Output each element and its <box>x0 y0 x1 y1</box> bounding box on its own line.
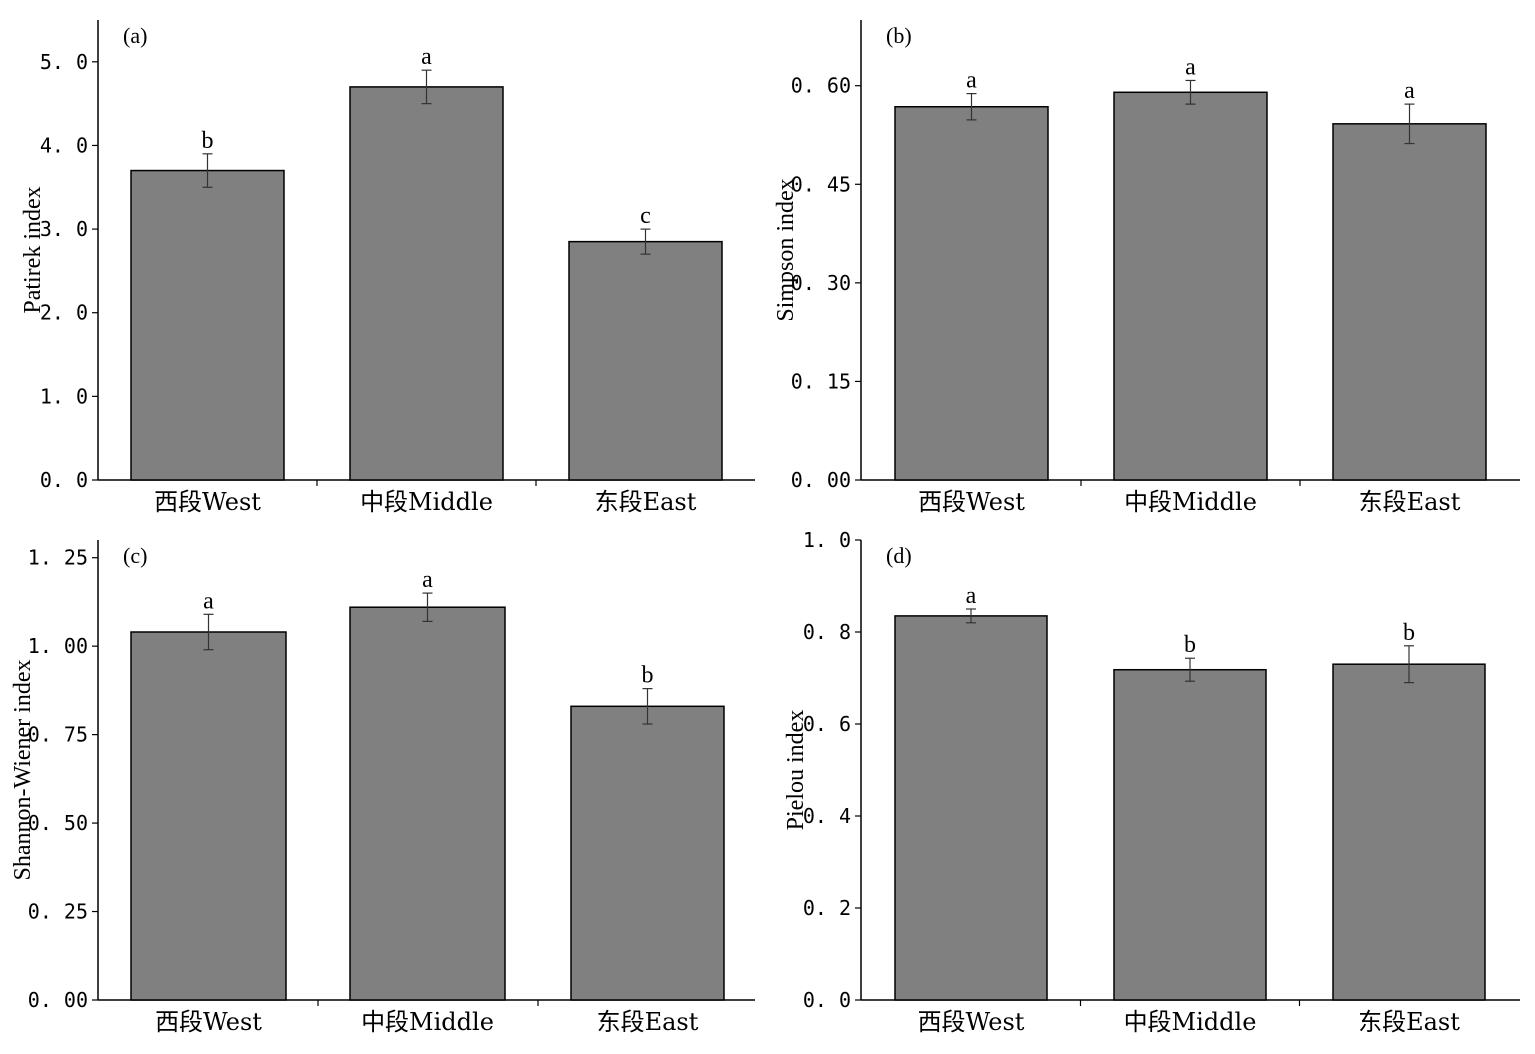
significance-letter: b <box>202 128 214 154</box>
y-tick-label: 0. 50 <box>28 811 88 835</box>
y-tick-label: 0. 0 <box>40 468 88 492</box>
y-tick-label: 0. 60 <box>791 74 851 98</box>
panel-label: (a) <box>123 23 147 48</box>
bar <box>570 705 725 1001</box>
y-axis-title: Simpson index <box>773 178 799 321</box>
panel-label: (b) <box>886 23 912 48</box>
bar <box>130 631 287 1001</box>
bar <box>1332 123 1487 481</box>
y-tick-label: 1. 0 <box>803 528 851 552</box>
y-tick-label: 0. 00 <box>791 468 851 492</box>
category-label: 东段East <box>1359 488 1461 516</box>
y-tick-label: 0. 30 <box>791 271 851 295</box>
category-label: 中段Middle <box>360 488 493 516</box>
y-tick-label: 0. 0 <box>803 988 851 1012</box>
y-tick-label: 0. 75 <box>28 723 88 747</box>
y-tick-label: 0. 00 <box>28 988 88 1012</box>
y-tick-label: 2. 0 <box>40 301 88 325</box>
y-tick-label: 1. 0 <box>40 384 88 408</box>
bar <box>1113 668 1267 1001</box>
bar <box>1332 663 1486 1001</box>
bar <box>349 606 506 1001</box>
bar <box>894 615 1048 1001</box>
y-tick-label: 4. 0 <box>40 133 88 157</box>
significance-letter: a <box>966 583 977 609</box>
y-tick-label: 1. 00 <box>28 634 88 658</box>
significance-letter: b <box>1184 632 1196 658</box>
significance-letter: b <box>642 663 654 689</box>
significance-letter: a <box>422 567 433 593</box>
significance-letter: a <box>203 588 214 614</box>
bar <box>1113 91 1268 481</box>
bar <box>349 86 504 481</box>
significance-letter: a <box>1404 78 1415 104</box>
category-label: 中段Middle <box>1124 488 1257 516</box>
y-tick-label: 0. 25 <box>28 900 88 924</box>
significance-letter: a <box>966 68 977 94</box>
bar <box>894 105 1049 481</box>
y-tick-label: 1. 25 <box>28 546 88 570</box>
significance-letter: a <box>1185 54 1196 80</box>
bar <box>130 169 285 481</box>
y-tick-label: 0. 2 <box>803 896 851 920</box>
category-label: 东段East <box>597 1008 699 1036</box>
bar <box>568 240 723 481</box>
y-axis-title: Shannon-Wiener index <box>10 660 36 881</box>
y-tick-label: 3. 0 <box>40 217 88 241</box>
category-label: 东段East <box>1358 1008 1460 1036</box>
category-label: 中段Middle <box>361 1008 494 1036</box>
y-axis-title: Pielou index <box>783 710 809 831</box>
category-label: 中段Middle <box>1124 1008 1257 1036</box>
significance-letter: c <box>640 203 651 229</box>
panel-label: (d) <box>886 543 912 568</box>
panel-label: (c) <box>123 543 147 568</box>
significance-letter: b <box>1403 620 1415 646</box>
y-tick-label: 0. 45 <box>791 172 851 196</box>
category-label: 西段West <box>918 488 1025 516</box>
y-tick-label: 0. 8 <box>803 620 851 644</box>
y-tick-label: 5. 0 <box>40 50 88 74</box>
category-label: 西段West <box>155 1008 262 1036</box>
y-tick-label: 0. 15 <box>791 369 851 393</box>
category-label: 西段West <box>918 1008 1025 1036</box>
y-tick-label: 0. 4 <box>803 804 851 828</box>
y-axis-title: Patirek index <box>20 186 46 313</box>
category-label: 东段East <box>595 488 697 516</box>
y-tick-label: 0. 6 <box>803 712 851 736</box>
category-label: 西段West <box>154 488 261 516</box>
significance-letter: a <box>421 44 432 70</box>
